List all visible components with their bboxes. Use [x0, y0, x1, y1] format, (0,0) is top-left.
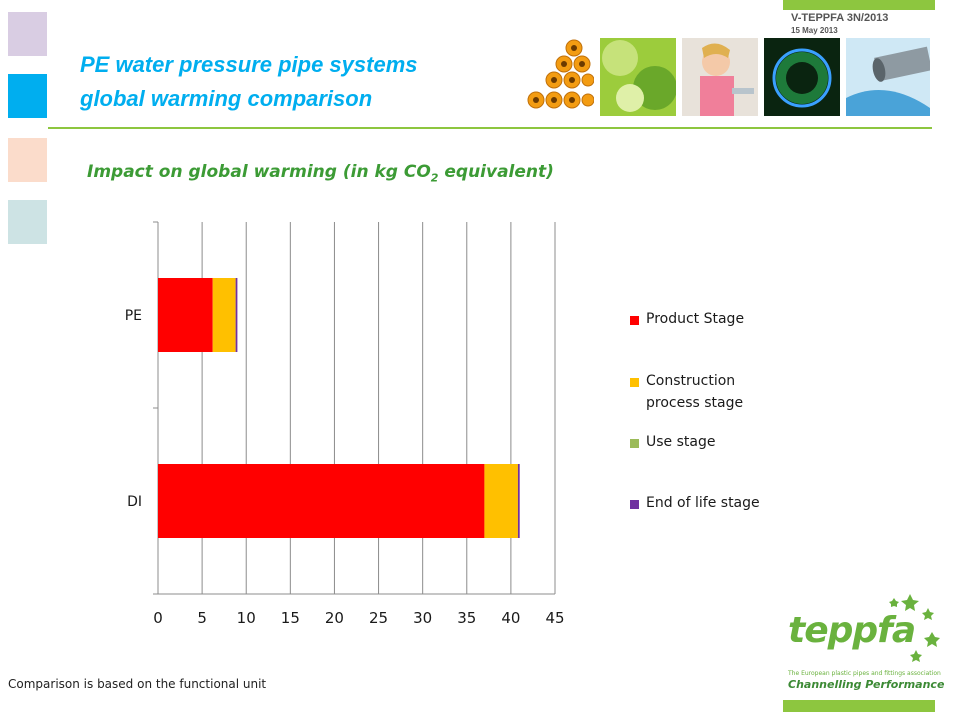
legend-swatch	[630, 439, 639, 448]
orange-pipes-photo	[524, 38, 594, 116]
logo-slogan: Channelling Performance	[788, 678, 945, 691]
legend-swatch	[630, 316, 639, 325]
green-leaves-photo	[600, 38, 676, 116]
bar-segment	[158, 464, 485, 538]
x-tick-label: 20	[325, 609, 344, 627]
legend-label: End of life stage	[646, 495, 760, 511]
decor-square-teal	[8, 200, 47, 244]
legend-label: Construction process stage	[646, 373, 744, 411]
chart-title-suffix: equivalent)	[438, 162, 554, 182]
star-arc-icon	[889, 594, 940, 662]
x-tick-label: 0	[153, 609, 163, 627]
gas-flame-photo	[764, 38, 840, 116]
bar-segment	[235, 278, 238, 352]
chart-title-text: Impact on global warming (in kg CO	[87, 162, 431, 182]
bar-segment	[158, 278, 213, 352]
chart-title: Impact on global warming (in kg CO2 equi…	[87, 162, 554, 184]
x-tick-label: 35	[457, 609, 476, 627]
footnote: Comparison is based on the functional un…	[8, 677, 267, 691]
title-line-2: global warming comparison	[80, 86, 373, 111]
legend-swatch	[630, 500, 639, 509]
teppfa-logo: teppfa The European plastic pipes and fi…	[770, 590, 945, 698]
document-reference: V-TEPPFA 3N/2013	[791, 12, 889, 24]
x-tick-label: 45	[545, 609, 564, 627]
document-date: 15 May 2013	[791, 26, 838, 35]
header-divider	[48, 127, 932, 129]
legend-label: Use stage	[646, 434, 716, 450]
bottom-accent-bar	[783, 700, 935, 712]
legend-swatch	[630, 378, 639, 387]
stacked-bar-chart: 0 5 10 15 20 25 30 35 40 45 PE DI	[125, 221, 565, 627]
chart-title-subscript: 2	[430, 171, 439, 185]
bar-segment	[484, 464, 518, 538]
x-tick-label: 5	[197, 609, 207, 627]
logo-wordmark: teppfa	[788, 610, 916, 651]
x-tick-label: 30	[413, 609, 432, 627]
top-accent-bar	[783, 0, 935, 10]
x-tick-label: 10	[237, 609, 256, 627]
x-tick-label: 15	[281, 609, 300, 627]
y-category-label: DI	[127, 494, 142, 510]
decor-square-blue	[8, 74, 47, 118]
title-line-1: PE water pressure pipe systems	[80, 52, 418, 77]
decor-square-peach	[8, 138, 47, 182]
page-title: PE water pressure pipe systems global wa…	[80, 48, 520, 116]
y-category-label: PE	[125, 308, 142, 324]
x-tick-label: 40	[501, 609, 520, 627]
bar-segment	[212, 278, 236, 352]
bar-segment	[517, 464, 520, 538]
water-pipe-photo	[846, 38, 930, 116]
child-tap-photo	[682, 38, 758, 116]
x-tick-label: 25	[369, 609, 388, 627]
decor-square-lilac	[8, 12, 47, 56]
legend-label: Product Stage	[646, 311, 745, 327]
logo-tagline: The European plastic pipes and fittings …	[788, 670, 941, 677]
